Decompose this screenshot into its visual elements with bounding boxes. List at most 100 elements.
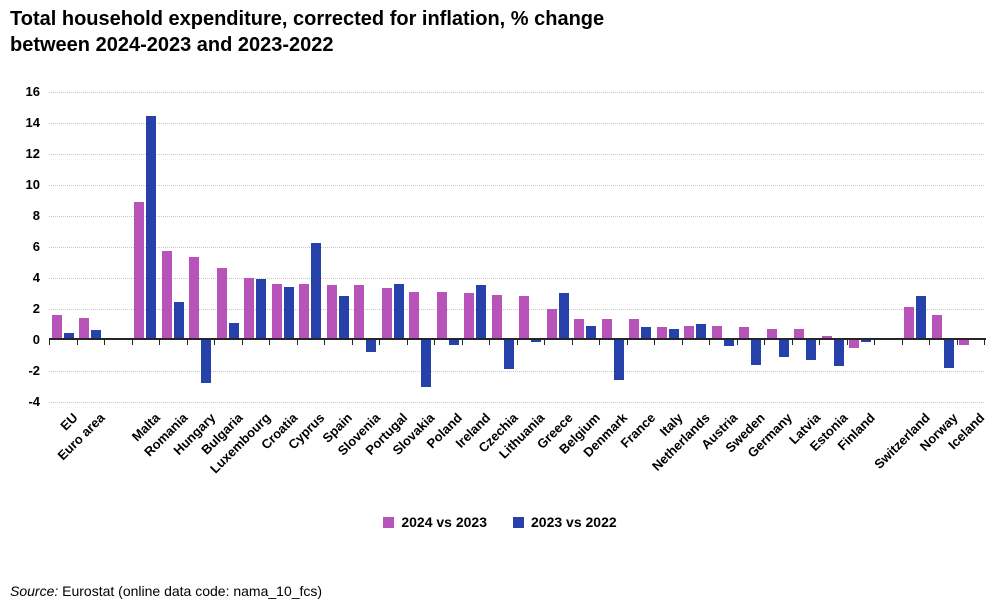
bar-2024-vs-2023	[216, 268, 227, 338]
bar-2024-vs-2023	[409, 291, 420, 338]
x-axis-tick	[241, 340, 243, 345]
bar-2024-vs-2023	[134, 201, 145, 338]
y-axis-tick-label: 16	[25, 84, 40, 99]
x-axis-tick	[49, 340, 50, 345]
bar-2023-vs-2022	[696, 324, 707, 338]
x-axis-tick	[764, 340, 765, 345]
bar-2023-vs-2022	[338, 296, 349, 338]
bar-2023-vs-2022	[558, 293, 569, 338]
bar-2023-vs-2022	[586, 325, 597, 338]
x-axis-line	[49, 338, 986, 340]
source-text: Eurostat (online data code: nama_10_fcs)	[58, 583, 323, 599]
gridline	[49, 402, 984, 403]
x-axis-tick	[984, 340, 985, 345]
y-axis-tick-label: -2	[28, 363, 40, 378]
bar-2023-vs-2022	[228, 322, 239, 338]
bar-2024-vs-2023	[354, 285, 365, 338]
x-axis-tick	[736, 340, 738, 345]
x-axis-tick	[351, 340, 353, 345]
y-axis-tick-label: 14	[25, 115, 40, 130]
x-axis-tick	[599, 340, 600, 345]
x-axis-tick	[214, 340, 215, 345]
y-axis-tick-label: 10	[25, 177, 40, 192]
x-axis-tick	[159, 340, 160, 345]
legend-item: 2023 vs 2022	[513, 514, 617, 530]
x-axis-tick	[901, 340, 903, 345]
bar-2023-vs-2022	[916, 296, 927, 338]
bar-2024-vs-2023	[271, 283, 282, 338]
bar-2023-vs-2022	[256, 279, 267, 338]
x-axis-tick	[131, 340, 133, 345]
chart-title: Total household expenditure, corrected f…	[10, 6, 604, 58]
bar-2023-vs-2022	[173, 302, 184, 338]
bar-2024-vs-2023	[436, 291, 447, 338]
bar-2024-vs-2023	[904, 307, 915, 338]
bar-2024-vs-2023	[79, 317, 90, 338]
legend-swatch-icon	[383, 516, 395, 528]
y-axis-tick-label: 2	[32, 301, 40, 316]
y-axis-tick-label: 4	[32, 270, 40, 285]
bar-2024-vs-2023	[821, 336, 832, 338]
bar-2023-vs-2022	[448, 340, 459, 345]
bar-2023-vs-2022	[833, 340, 844, 367]
x-axis-tick	[626, 340, 628, 345]
x-axis-tick	[324, 340, 325, 345]
bar-2023-vs-2022	[146, 116, 157, 338]
bar-2023-vs-2022	[421, 340, 432, 387]
bar-2024-vs-2023	[601, 319, 612, 338]
x-axis-tick	[791, 340, 793, 345]
bar-2024-vs-2023	[959, 340, 970, 345]
bar-2024-vs-2023	[51, 314, 62, 338]
gridline	[49, 278, 984, 279]
legend-label: 2023 vs 2022	[531, 514, 617, 530]
x-axis-tick	[406, 340, 408, 345]
x-axis-tick	[379, 340, 380, 345]
gridline	[49, 154, 984, 155]
source-note: Source: Eurostat (online data code: nama…	[10, 583, 322, 599]
bar-2024-vs-2023	[299, 283, 310, 338]
bar-2024-vs-2023	[739, 327, 750, 338]
bar-2023-vs-2022	[393, 283, 404, 338]
x-axis-tick	[269, 340, 270, 345]
chart-title-line1: Total household expenditure, corrected f…	[10, 8, 605, 30]
gridline	[49, 309, 984, 310]
bar-2024-vs-2023	[656, 327, 667, 338]
bar-2024-vs-2023	[794, 328, 805, 338]
bar-2023-vs-2022	[778, 340, 789, 358]
bar-2023-vs-2022	[668, 328, 679, 338]
bar-2023-vs-2022	[91, 330, 102, 338]
y-axis-tick-label: -4	[28, 394, 40, 409]
bar-2023-vs-2022	[201, 340, 212, 384]
gridline	[49, 371, 984, 372]
gridline	[49, 216, 984, 217]
legend-swatch-icon	[513, 516, 524, 528]
bar-2024-vs-2023	[849, 340, 860, 348]
bar-2024-vs-2023	[684, 325, 695, 338]
bar-2024-vs-2023	[711, 325, 722, 338]
bar-2023-vs-2022	[503, 340, 514, 370]
bar-2023-vs-2022	[751, 340, 762, 365]
y-axis-tick-label: 6	[32, 239, 40, 254]
bar-2023-vs-2022	[641, 327, 652, 338]
x-axis-tick	[489, 340, 490, 345]
chart-title-line2: between 2024-2023 and 2023-2022	[10, 34, 334, 56]
x-axis-tick	[434, 340, 435, 345]
x-axis-tick	[654, 340, 655, 345]
x-axis-tick	[104, 340, 105, 345]
bar-2024-vs-2023	[546, 308, 557, 338]
bar-2024-vs-2023	[931, 314, 942, 338]
legend-item: 2024 vs 2023	[383, 514, 487, 530]
bar-2023-vs-2022	[806, 340, 817, 361]
x-axis-tick	[516, 340, 518, 345]
bar-2023-vs-2022	[63, 333, 74, 338]
bar-2024-vs-2023	[381, 288, 392, 338]
x-axis-tick	[76, 340, 78, 345]
bar-2023-vs-2022	[613, 340, 624, 381]
bar-2023-vs-2022	[476, 285, 487, 338]
x-axis-tick	[571, 340, 573, 345]
bar-2024-vs-2023	[574, 319, 585, 338]
bar-2023-vs-2022	[311, 243, 322, 338]
bar-2023-vs-2022	[943, 340, 954, 368]
x-axis-tick	[544, 340, 545, 345]
